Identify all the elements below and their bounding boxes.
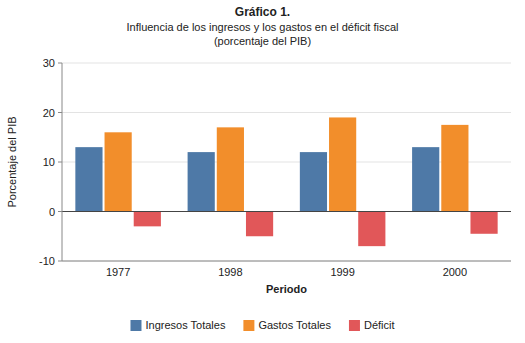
y-tick xyxy=(58,261,62,262)
bar xyxy=(412,147,439,211)
y-tick-label: -10 xyxy=(39,255,55,267)
y-tick xyxy=(58,63,62,64)
grid-line xyxy=(62,63,511,64)
y-tick xyxy=(58,211,62,212)
legend-swatch xyxy=(243,320,254,331)
x-tick-label: 2000 xyxy=(443,266,467,278)
y-tick-label: 20 xyxy=(43,107,55,119)
subtitle: (porcentaje del PIB) xyxy=(214,35,311,47)
grid-line xyxy=(62,112,511,113)
legend-swatch xyxy=(130,320,141,331)
x-tick-label: 1999 xyxy=(330,266,354,278)
x-tick-label: 1977 xyxy=(106,266,130,278)
x-axis xyxy=(62,261,511,262)
bar xyxy=(217,127,244,211)
title: Gráfico 1. xyxy=(235,5,290,19)
chart: Gráfico 1. Influencia de los ingresos y l… xyxy=(0,0,525,343)
y-tick-label: 0 xyxy=(49,206,55,218)
legend-label: Déficit xyxy=(364,319,395,331)
legend-item: Gastos Totales xyxy=(243,319,331,331)
legend-item: Déficit xyxy=(349,319,395,331)
bar xyxy=(134,212,161,227)
y-tick xyxy=(58,112,62,113)
grid-line xyxy=(62,261,511,262)
bars xyxy=(75,117,497,246)
x-tick-label: 1998 xyxy=(218,266,242,278)
zero-line xyxy=(62,211,511,212)
x-axis-label: Periodo xyxy=(266,283,307,295)
y-tick-label: 30 xyxy=(43,57,55,69)
legend-item: Ingresos Totales xyxy=(130,319,225,331)
bar xyxy=(441,125,468,212)
bar xyxy=(329,117,356,211)
bar xyxy=(246,212,273,237)
bar xyxy=(300,152,327,211)
y-tick-label: 10 xyxy=(43,156,55,168)
bar xyxy=(188,152,215,211)
legend-label: Gastos Totales xyxy=(258,319,331,331)
bar xyxy=(358,212,385,247)
y-tick xyxy=(58,162,62,163)
chart-container: Gráfico 1. Influencia de los ingresos y l… xyxy=(0,0,525,343)
legend-label: Ingresos Totales xyxy=(145,319,225,331)
grid xyxy=(62,63,511,261)
bar xyxy=(470,212,497,234)
legend: Ingresos Totales Gastos Totales Déficit xyxy=(130,319,394,331)
grid-line xyxy=(62,211,511,212)
bar xyxy=(105,132,132,211)
bar xyxy=(75,147,102,211)
legend-swatch xyxy=(349,320,360,331)
y-axis-label: Porcentaje del PIB xyxy=(6,116,18,207)
subtitle: Influencia de los ingresos y los gastos … xyxy=(126,21,398,33)
y-axis xyxy=(62,63,63,261)
